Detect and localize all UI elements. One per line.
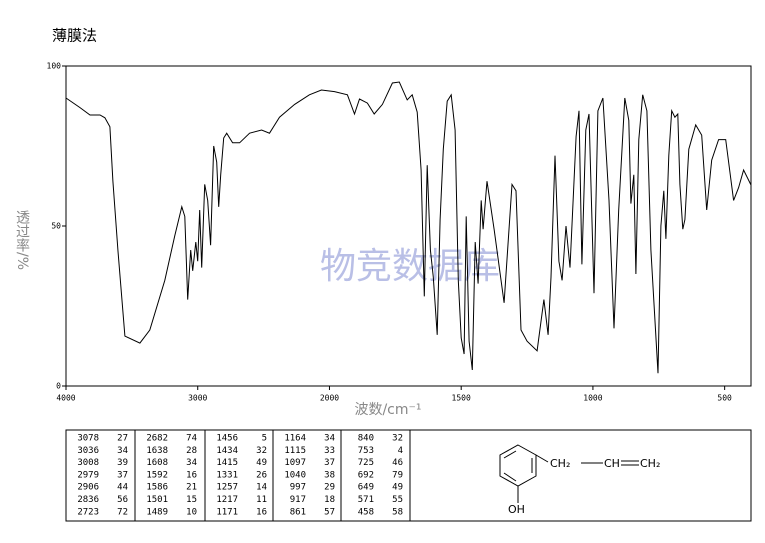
x-tick-label: 500 bbox=[717, 394, 732, 403]
peak-wavenumber: 2836 bbox=[77, 495, 99, 505]
peak-wavenumber: 1164 bbox=[284, 434, 306, 444]
y-axis-label: 透过率/% bbox=[14, 210, 30, 270]
peak-wavenumber: 1217 bbox=[216, 495, 238, 505]
peak-wavenumber: 1115 bbox=[284, 446, 306, 456]
peak-transmittance: 34 bbox=[324, 434, 335, 444]
x-tick-label: 3000 bbox=[188, 394, 207, 403]
peak-transmittance: 15 bbox=[186, 495, 197, 505]
peak-wavenumber: 649 bbox=[358, 483, 374, 493]
chart-title: 薄膜法 bbox=[52, 27, 97, 45]
plot-frame bbox=[65, 65, 752, 387]
peak-wavenumber: 1592 bbox=[146, 470, 168, 480]
peak-wavenumber: 2723 bbox=[77, 507, 99, 517]
peak-wavenumber: 692 bbox=[358, 470, 374, 480]
peak-transmittance: 33 bbox=[324, 446, 335, 456]
structure-label: CH bbox=[604, 457, 620, 470]
peak-transmittance: 29 bbox=[324, 483, 335, 493]
spectrum-line bbox=[65, 81, 752, 374]
peak-transmittance: 74 bbox=[186, 434, 197, 444]
peak-transmittance: 72 bbox=[117, 507, 128, 517]
peak-transmittance: 16 bbox=[256, 507, 267, 517]
peak-wavenumber: 3036 bbox=[77, 446, 99, 456]
peak-transmittance: 14 bbox=[256, 483, 267, 493]
x-axis-label: 波数/cm⁻¹ bbox=[354, 402, 421, 418]
peak-transmittance: 10 bbox=[186, 507, 197, 517]
peak-wavenumber: 1501 bbox=[146, 495, 168, 505]
peak-wavenumber: 1638 bbox=[146, 446, 168, 456]
peak-wavenumber: 1415 bbox=[216, 458, 238, 468]
bond bbox=[535, 454, 549, 463]
peak-wavenumber: 753 bbox=[358, 446, 374, 456]
peak-transmittance: 58 bbox=[392, 507, 403, 517]
peak-wavenumber: 2682 bbox=[146, 434, 168, 444]
peak-wavenumber: 2979 bbox=[77, 470, 99, 480]
peak-wavenumber: 1608 bbox=[146, 458, 168, 468]
peak-wavenumber: 3078 bbox=[77, 434, 99, 444]
peak-transmittance: 26 bbox=[256, 470, 267, 480]
peak-wavenumber: 997 bbox=[290, 483, 306, 493]
peak-transmittance: 21 bbox=[186, 483, 197, 493]
peak-transmittance: 11 bbox=[256, 495, 267, 505]
peak-transmittance: 46 bbox=[392, 458, 403, 468]
peak-wavenumber: 1097 bbox=[284, 458, 306, 468]
peak-transmittance: 56 bbox=[117, 495, 128, 505]
peak-transmittance: 55 bbox=[392, 495, 403, 505]
peak-transmittance: 32 bbox=[256, 446, 267, 456]
peak-transmittance: 5 bbox=[262, 434, 267, 444]
peak-wavenumber: 2906 bbox=[77, 483, 99, 493]
peak-transmittance: 37 bbox=[324, 458, 335, 468]
table-frame bbox=[65, 429, 752, 522]
benzene-ring bbox=[499, 444, 537, 487]
x-tick-label: 1000 bbox=[583, 394, 602, 403]
ring-bond bbox=[503, 472, 517, 482]
peak-wavenumber: 1331 bbox=[216, 470, 238, 480]
peak-transmittance: 44 bbox=[117, 483, 128, 493]
peak-transmittance: 18 bbox=[324, 495, 335, 505]
peak-wavenumber: 1257 bbox=[216, 483, 238, 493]
structure-label: CH₂ bbox=[550, 457, 570, 470]
peak-wavenumber: 458 bbox=[358, 507, 374, 517]
peak-transmittance: 4 bbox=[398, 446, 403, 456]
y-tick-label: 50 bbox=[51, 222, 61, 231]
ring-bond bbox=[503, 450, 517, 459]
peak-wavenumber: 1040 bbox=[284, 470, 306, 480]
peak-wavenumber: 1456 bbox=[216, 434, 238, 444]
structure-label: CH₂ bbox=[640, 457, 660, 470]
x-tick-label: 2000 bbox=[320, 394, 339, 403]
x-tick-label: 1500 bbox=[452, 394, 471, 403]
structure bbox=[499, 444, 639, 503]
structure-label: OH bbox=[508, 503, 525, 516]
peak-wavenumber: 917 bbox=[290, 495, 306, 505]
peak-transmittance: 38 bbox=[324, 470, 335, 480]
peak-wavenumber: 861 bbox=[290, 507, 306, 517]
peak-wavenumber: 1586 bbox=[146, 483, 168, 493]
peak-transmittance: 49 bbox=[256, 458, 267, 468]
x-tick-label: 4000 bbox=[56, 394, 75, 403]
y-tick-label: 0 bbox=[56, 382, 61, 391]
peak-wavenumber: 571 bbox=[358, 495, 374, 505]
peak-transmittance: 34 bbox=[117, 446, 128, 456]
peak-transmittance: 79 bbox=[392, 470, 403, 480]
y-tick-label: 100 bbox=[47, 62, 62, 71]
peak-wavenumber: 1434 bbox=[216, 446, 238, 456]
peak-wavenumber: 725 bbox=[358, 458, 374, 468]
peak-wavenumber: 1489 bbox=[146, 507, 168, 517]
peak-transmittance: 27 bbox=[117, 434, 128, 444]
peak-transmittance: 32 bbox=[392, 434, 403, 444]
peak-transmittance: 39 bbox=[117, 458, 128, 468]
peak-transmittance: 57 bbox=[324, 507, 335, 517]
peak-transmittance: 34 bbox=[186, 458, 197, 468]
peak-wavenumber: 840 bbox=[358, 434, 374, 444]
peak-transmittance: 49 bbox=[392, 483, 403, 493]
peak-transmittance: 28 bbox=[186, 446, 197, 456]
peak-wavenumber: 3008 bbox=[77, 458, 99, 468]
peak-transmittance: 16 bbox=[186, 470, 197, 480]
peak-wavenumber: 1171 bbox=[216, 507, 238, 517]
peak-transmittance: 37 bbox=[117, 470, 128, 480]
watermark: 物竞数据库 bbox=[320, 246, 500, 287]
